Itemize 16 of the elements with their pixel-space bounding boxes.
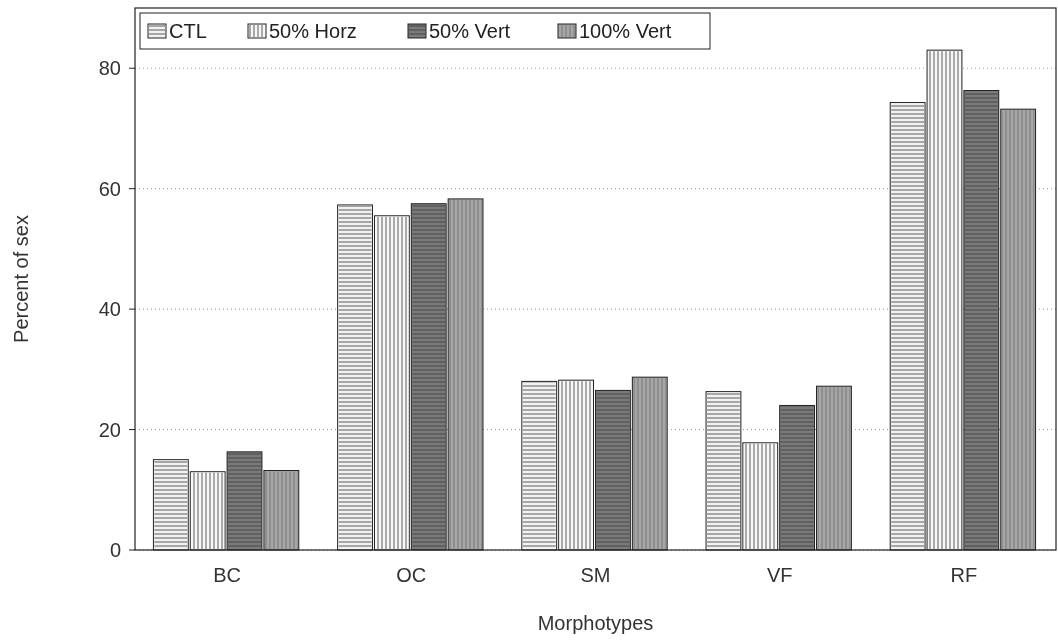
y-tick-label: 60 <box>98 177 121 200</box>
legend-label: CTL <box>169 20 207 42</box>
y-tick-label: 0 <box>109 539 121 561</box>
x-tick-label: RF <box>950 564 978 586</box>
x-tick-label: VF <box>766 564 793 586</box>
y-tick-label: 20 <box>98 418 121 441</box>
y-tick-label: 80 <box>98 57 121 80</box>
x-tick-label: SM <box>580 564 611 586</box>
y-tick-label: 40 <box>98 298 121 321</box>
legend-label: 50% Vert <box>429 20 511 42</box>
y-axis-title: Percent of sex <box>10 215 32 343</box>
x-tick-label: BC <box>213 564 241 586</box>
legend-label: 50% Horz <box>269 20 357 42</box>
legend-label: 100% Vert <box>579 20 672 42</box>
x-axis-title: Morphotypes <box>537 612 654 634</box>
x-tick-label: OC <box>396 564 427 586</box>
